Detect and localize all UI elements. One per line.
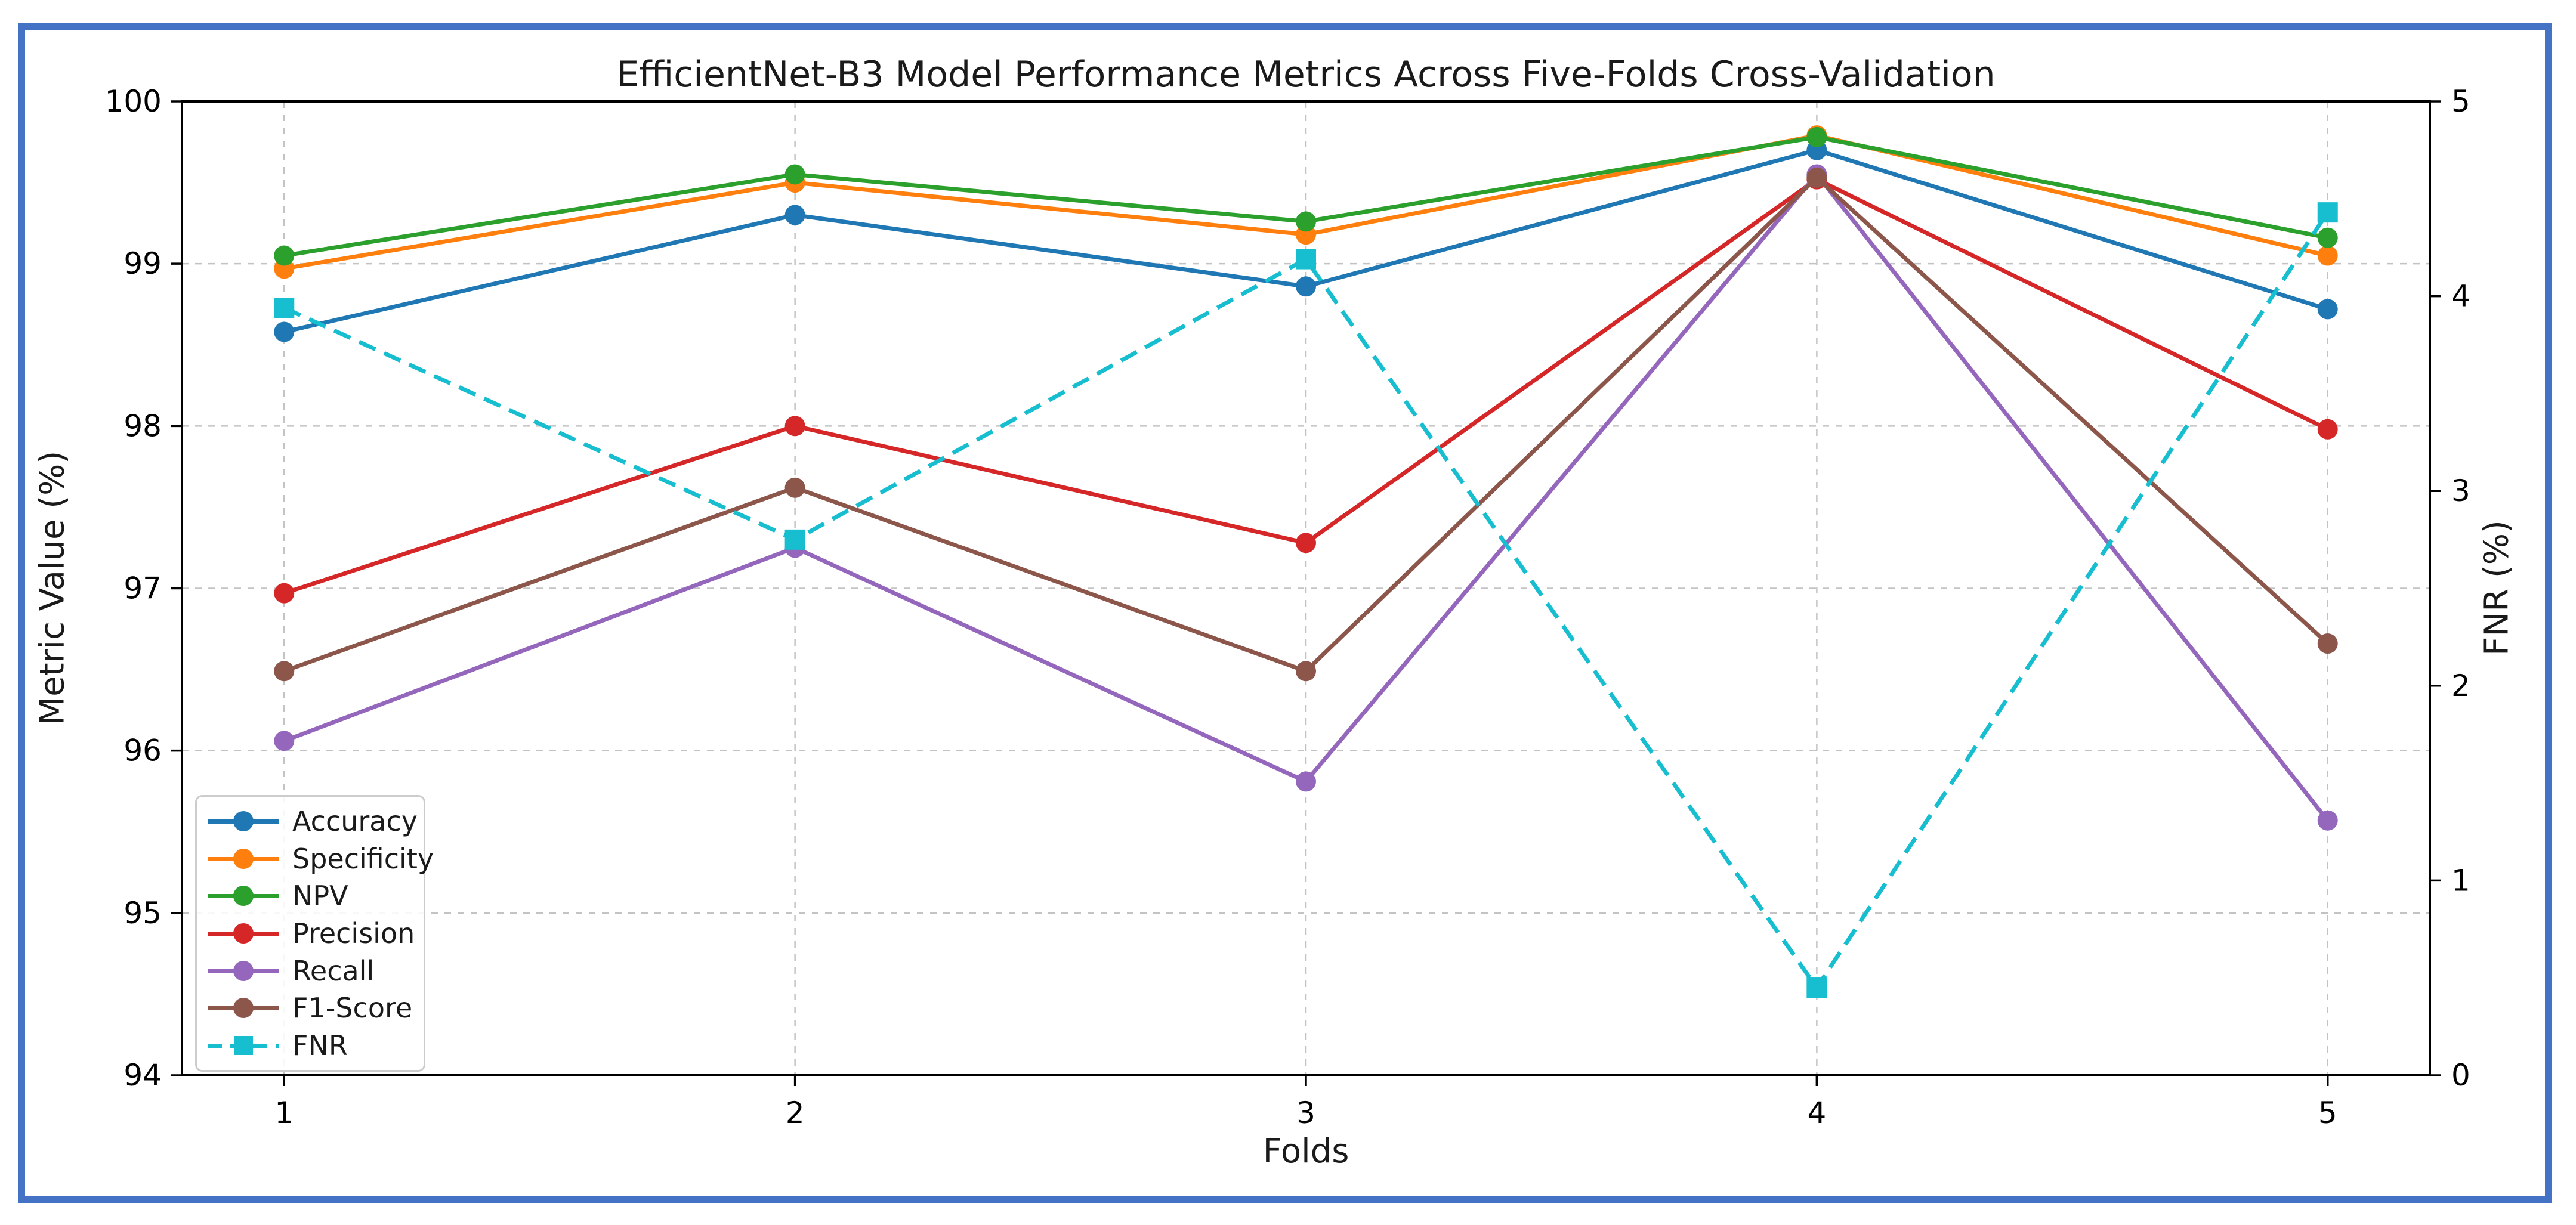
series-marker-npv — [1296, 211, 1316, 232]
y-left-tick-label: 100 — [105, 84, 162, 119]
legend-swatch-npv — [208, 884, 279, 908]
x-tick-label: 2 — [786, 1096, 805, 1130]
legend-swatch-specificity — [208, 847, 279, 871]
series-marker-npv — [274, 245, 295, 266]
series-marker-f1-score — [1296, 661, 1316, 682]
legend-label: Recall — [292, 954, 375, 987]
x-tick-label: 4 — [1807, 1096, 1826, 1130]
y-left-tick-label: 95 — [123, 896, 162, 930]
series-marker-fnr — [2317, 202, 2338, 223]
y-left-tick-label: 98 — [123, 409, 162, 443]
circle-marker-icon — [233, 960, 254, 981]
legend: Accuracy Specificity NPV Precision Recal… — [195, 795, 434, 1072]
x-tick-label: 3 — [1296, 1096, 1315, 1130]
legend-label: F1-Score — [292, 992, 413, 1025]
series-marker-accuracy — [1296, 276, 1316, 297]
y-axis-label-right: FNR (%) — [2477, 520, 2516, 656]
legend-swatch-accuracy — [208, 809, 279, 833]
y-axis-label-left: Metric Value (%) — [33, 450, 72, 726]
legend-item-accuracy: Accuracy — [208, 804, 418, 839]
y-left-tick-label: 96 — [123, 734, 162, 768]
legend-label: Accuracy — [292, 805, 418, 838]
legend-item-recall: Recall — [208, 954, 413, 988]
series-marker-precision — [2317, 419, 2338, 440]
series-marker-fnr — [1806, 977, 1827, 998]
series-marker-fnr — [274, 298, 295, 318]
y-left-tick-label: 97 — [123, 571, 162, 606]
series-marker-f1-score — [784, 477, 805, 498]
series-marker-recall — [1296, 771, 1316, 792]
y-right-tick-label: 3 — [2451, 474, 2470, 508]
series-marker-f1-score — [2317, 633, 2338, 654]
circle-marker-icon — [233, 998, 254, 1019]
x-axis-label: Folds — [1262, 1132, 1349, 1171]
series-marker-precision — [784, 416, 805, 437]
x-tick-label: 1 — [274, 1096, 294, 1130]
legend-label: NPV — [292, 880, 348, 912]
y-right-tick-label: 1 — [2451, 863, 2470, 898]
chart-title: EfficientNet-B3 Model Performance Metric… — [616, 54, 1996, 95]
y-left-tick-label: 99 — [123, 246, 162, 281]
series-marker-f1-score — [274, 661, 295, 682]
y-right-tick-label: 5 — [2451, 84, 2470, 119]
legend-label: Specificity — [292, 842, 434, 875]
series-marker-accuracy — [784, 205, 805, 225]
legend-label: Precision — [292, 917, 415, 949]
y-left-tick-label: 94 — [123, 1058, 162, 1093]
series-marker-recall — [2317, 810, 2338, 831]
legend-swatch-precision — [208, 921, 279, 945]
y-right-tick-label: 0 — [2451, 1058, 2470, 1093]
series-marker-npv — [2317, 227, 2338, 248]
legend-item-specificity: Specificity — [208, 842, 434, 876]
series-marker-specificity — [2317, 245, 2338, 266]
series-marker-fnr — [784, 529, 805, 550]
legend-item-precision: Precision — [208, 916, 415, 951]
circle-marker-icon — [233, 923, 254, 944]
series-marker-f1-score — [1806, 167, 1827, 188]
legend-label: FNR — [292, 1029, 348, 1062]
series-marker-npv — [1806, 126, 1827, 147]
y-right-tick-label: 4 — [2451, 279, 2470, 314]
circle-marker-icon — [233, 886, 254, 907]
y-right-tick-label: 2 — [2451, 669, 2470, 703]
series-marker-precision — [1296, 533, 1316, 553]
series-marker-recall — [274, 731, 295, 751]
plot-border — [181, 100, 2431, 1076]
series-marker-accuracy — [274, 321, 295, 342]
circle-marker-icon — [233, 848, 254, 869]
legend-item-f1-score: F1-Score — [208, 991, 413, 1025]
series-marker-precision — [274, 583, 295, 604]
legend-swatch-recall — [208, 959, 279, 983]
series-marker-npv — [784, 164, 805, 185]
circle-marker-icon — [233, 811, 254, 832]
x-tick-label: 5 — [2318, 1096, 2337, 1130]
series-marker-accuracy — [2317, 299, 2338, 320]
legend-swatch-f1-score — [208, 996, 279, 1020]
series-line-fnr — [283, 211, 2330, 992]
legend-item-fnr: FNR — [208, 1028, 413, 1063]
legend-swatch-fnr — [208, 1034, 279, 1057]
series-marker-fnr — [1296, 249, 1316, 270]
square-marker-icon — [234, 1035, 253, 1055]
legend-item-npv: NPV — [208, 878, 413, 913]
